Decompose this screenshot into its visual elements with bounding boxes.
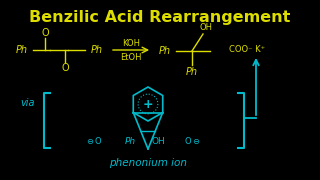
Text: EtOH: EtOH (120, 53, 142, 62)
Text: via: via (21, 98, 35, 108)
Text: OH: OH (199, 24, 212, 33)
Text: ⊖: ⊖ (193, 138, 199, 147)
Text: Ph: Ph (91, 45, 103, 55)
Text: O: O (41, 28, 49, 38)
Text: Ph: Ph (124, 138, 136, 147)
Text: O: O (61, 63, 69, 73)
Text: Ph: Ph (16, 45, 28, 55)
Text: Ph: Ph (159, 46, 171, 56)
Text: OH: OH (151, 138, 165, 147)
Text: +: + (143, 98, 153, 111)
Text: COO⁻ K⁺: COO⁻ K⁺ (229, 46, 265, 55)
Text: Benzilic Acid Rearrangement: Benzilic Acid Rearrangement (29, 10, 291, 25)
Text: O: O (95, 138, 101, 147)
Text: ⊖: ⊖ (86, 138, 93, 147)
Text: KOH: KOH (122, 39, 140, 48)
Text: phenonium ion: phenonium ion (109, 158, 187, 168)
Text: O: O (185, 138, 191, 147)
Text: Ph: Ph (186, 67, 198, 77)
